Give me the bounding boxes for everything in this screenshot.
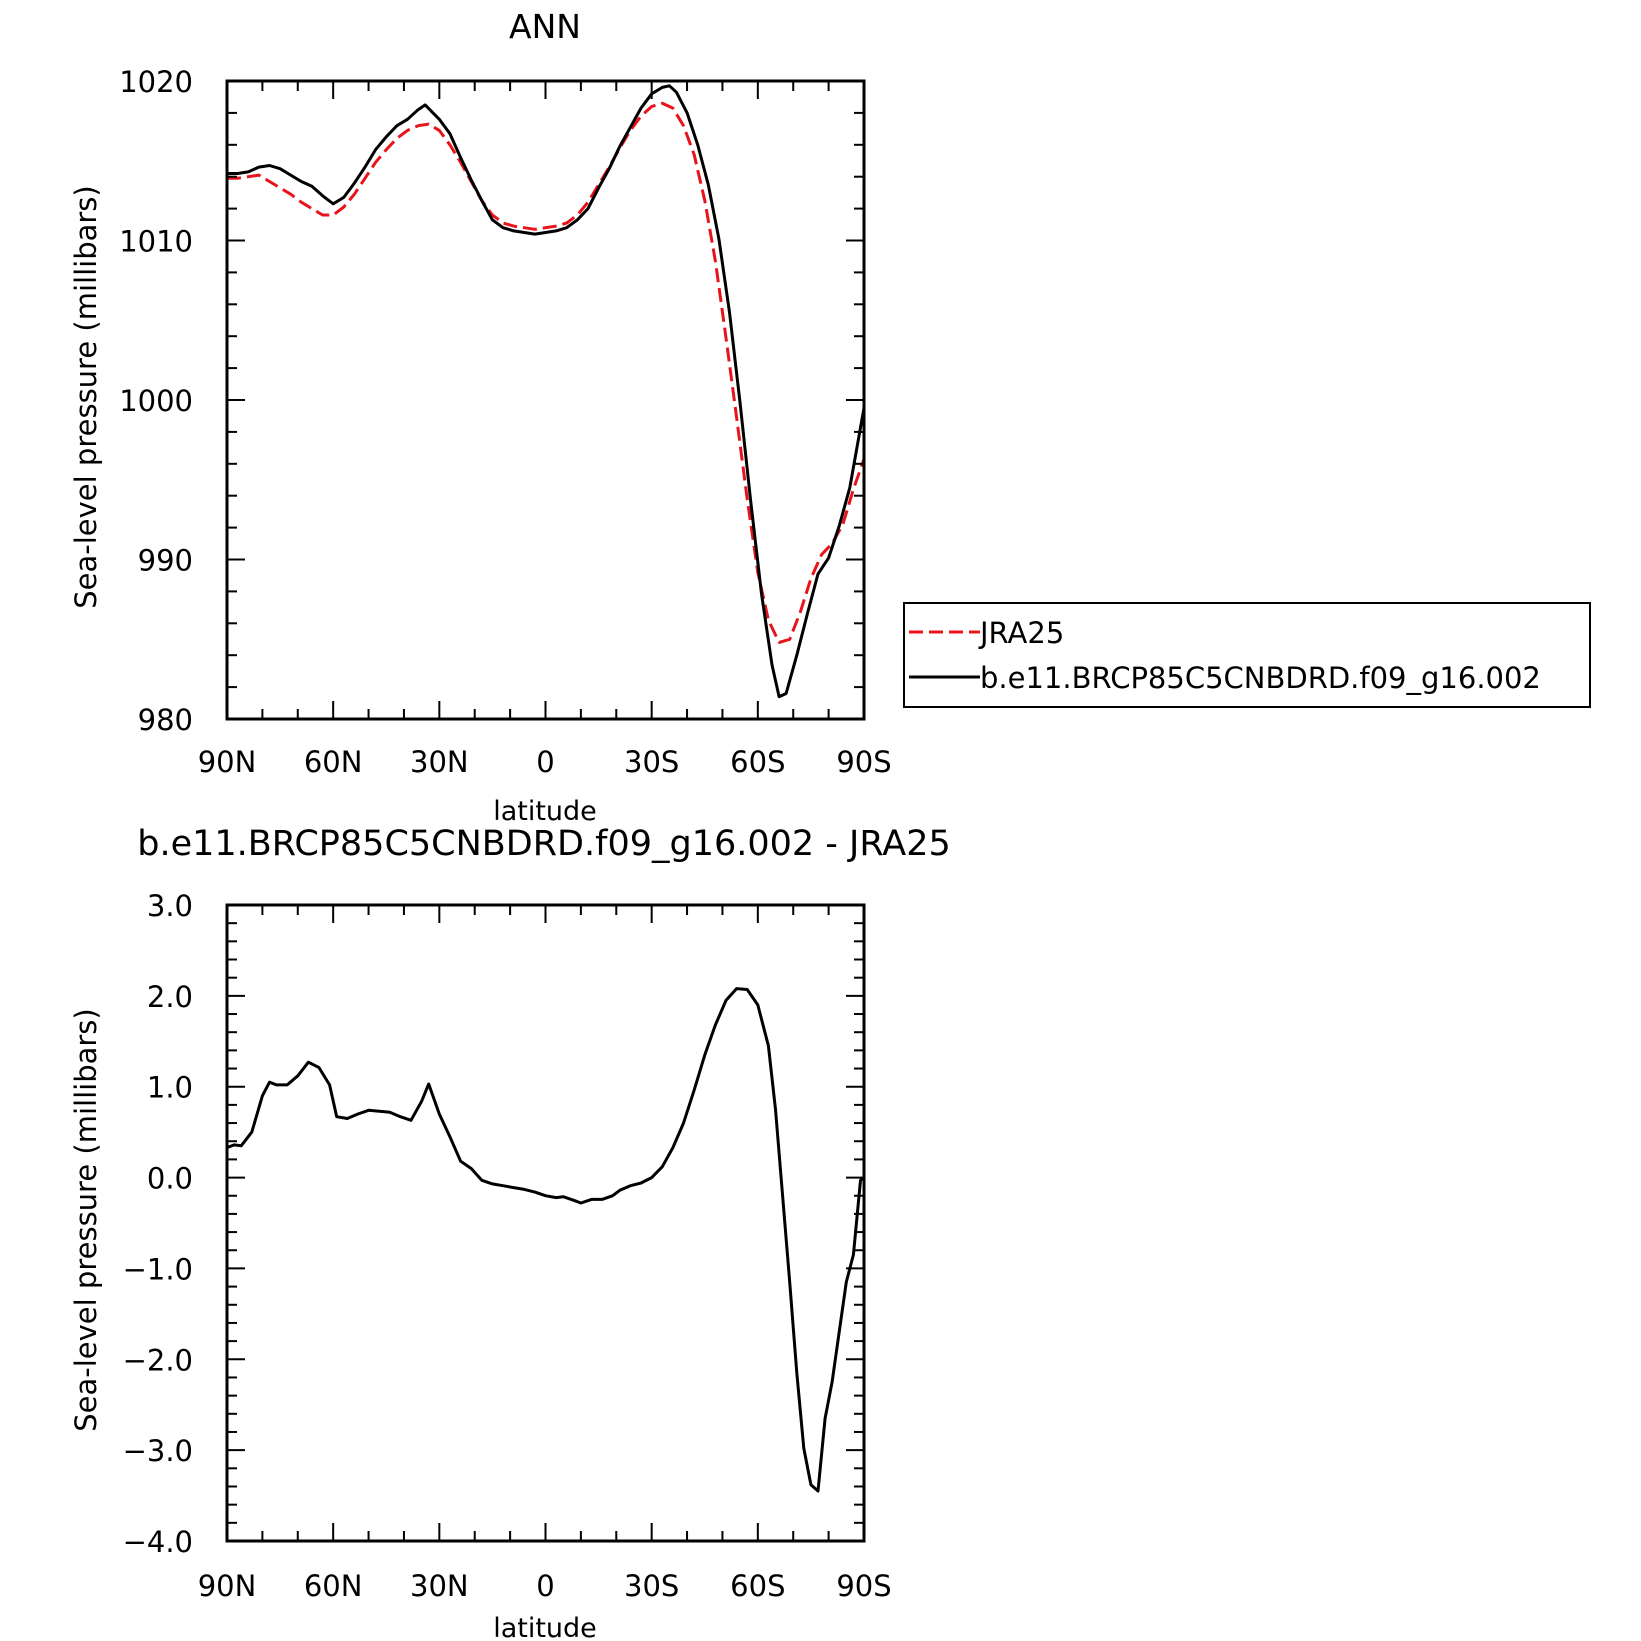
bottom-x-tick-label: 30N [410,1569,469,1603]
top-panel: ANN 90N 60N 30N 0 30S 60S 90S 980 990 1000 1010 10… [69,7,892,827]
top-x-tick-label: 30N [410,745,469,779]
legend-box [903,602,1591,708]
top-axis-ticks [226,80,865,720]
top-y-tick-labels: 980 990 1000 1010 1020 [119,65,193,737]
top-x-tick-label: 60S [730,745,785,779]
top-frame [225,79,866,721]
bottom-x-tick-labels: 90N 60N 30N 0 30S 60S 90S [198,1569,892,1603]
top-series-jra25-line [227,101,864,644]
bottom-x-tick-label: 0 [536,1569,554,1603]
legend-label-jra25: JRA25 [978,616,1064,650]
bottom-chart-title: b.e11.BRCP85C5CNBDRD.f09_g16.002 - JRA25 [137,824,951,864]
bottom-series-difference-line [227,987,864,1493]
bottom-x-tick-label: 90S [836,1569,891,1603]
top-y-tick-label: 990 [138,544,193,578]
top-x-tick-label: 90S [836,745,891,779]
bottom-panel: b.e11.BRCP85C5CNBDRD.f09_g16.002 - JRA25… [69,824,951,1641]
top-chart-title: ANN [509,7,581,46]
top-y-tick-label: 1020 [119,65,193,99]
top-x-tick-labels: 90N 60N 30N 0 30S 60S 90S [198,745,892,779]
bottom-x-tick-label: 90N [198,1569,257,1603]
bottom-x-tick-label: 30S [624,1569,679,1603]
top-y-tick-label: 980 [138,703,193,737]
bottom-frame [225,903,866,1543]
bottom-x-tick-label: 60N [304,1569,363,1603]
top-y-axis-label: Sea-level pressure (millibars) [69,185,103,608]
top-y-tick-label: 1000 [119,384,193,418]
bottom-plot-area [227,987,864,1493]
bottom-x-tick-label: 60S [730,1569,785,1603]
top-x-tick-label: 60N [304,745,363,779]
bottom-y-tick-label: −1.0 [123,1252,193,1286]
top-x-axis-label: latitude [493,796,597,827]
bottom-y-tick-label: −3.0 [123,1434,193,1468]
bottom-y-tick-label: 3.0 [147,889,193,923]
bottom-x-axis-label: latitude [493,1613,597,1641]
bottom-y-tick-label: −4.0 [123,1525,193,1559]
bottom-y-tick-label: −2.0 [123,1343,193,1377]
bottom-y-tick-label: 1.0 [147,1071,193,1105]
bottom-y-tick-labels: −4.0 −3.0 −2.0 −1.0 0.0 1.0 2.0 3.0 [123,889,193,1559]
top-plot-area [227,84,864,699]
legend: JRA25 b.e11.BRCP85C5CNBDRD.f09_g16.002 [903,602,1591,708]
bottom-y-tick-label: 0.0 [147,1162,193,1196]
top-y-tick-label: 1010 [119,225,193,259]
legend-label-model: b.e11.BRCP85C5CNBDRD.f09_g16.002 [980,661,1541,695]
bottom-y-axis-label: Sea-level pressure (millibars) [69,1008,103,1431]
top-x-tick-label: 90N [198,745,257,779]
top-x-tick-label: 0 [536,745,554,779]
top-x-tick-label: 30S [624,745,679,779]
top-series-model-line [227,84,864,699]
bottom-y-tick-label: 2.0 [147,980,193,1014]
bottom-axis-ticks [226,904,865,1542]
